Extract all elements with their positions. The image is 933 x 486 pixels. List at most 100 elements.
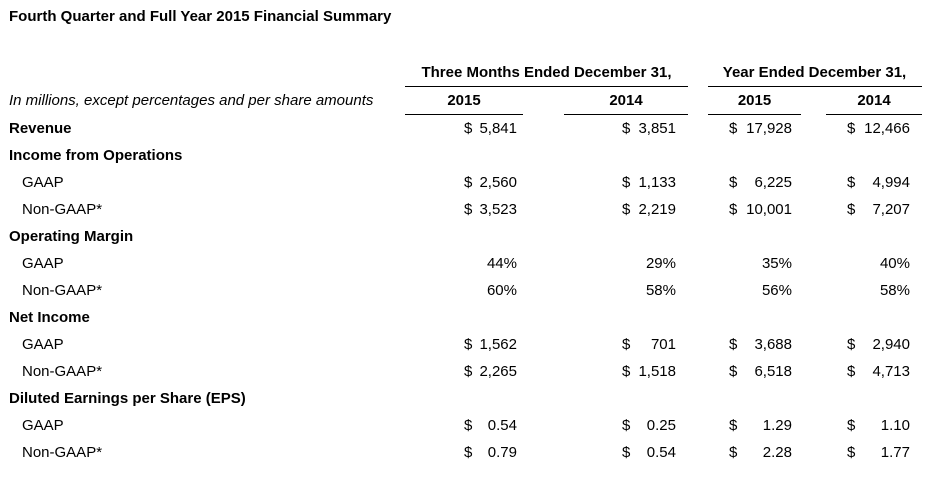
amount-value: 17,928 (746, 120, 792, 137)
year-period-header: Year Ended December 31, (722, 64, 907, 81)
currency-symbol: $ (464, 336, 473, 353)
table-row: Non-GAAP* $0.79 $0.54 $2.28 $1.77 (0, 441, 933, 468)
currency-symbol: $ (622, 201, 631, 218)
amount-value: 0.54 (487, 417, 517, 434)
currency-symbol: $ (622, 120, 631, 137)
row-label: GAAP (22, 336, 64, 353)
table-row: Income from Operations (0, 144, 933, 171)
table-row: Operating Margin (0, 225, 933, 252)
amount-value: 58% (879, 282, 910, 299)
row-label: GAAP (22, 174, 64, 191)
row-section-label: Revenue (9, 120, 72, 137)
currency-symbol: $ (464, 120, 473, 137)
table-row: Diluted Earnings per Share (EPS) (0, 387, 933, 414)
row-label: Non-GAAP* (22, 444, 103, 461)
amount-value: 2,219 (638, 201, 676, 218)
year-rule-fy-2014 (826, 114, 922, 115)
table-row: Net Income (0, 306, 933, 333)
amount-value: 4,994 (872, 174, 910, 191)
amount-value: 44% (486, 255, 517, 272)
amount-value: 40% (879, 255, 910, 272)
amount-value: 7,207 (872, 201, 910, 218)
amount-value: 56% (761, 282, 792, 299)
value-cell-q4-2014: $3,851 (622, 120, 676, 140)
currency-symbol: $ (729, 120, 738, 137)
value-cell-q4-2015: $0.79 (464, 444, 517, 464)
units-note: In millions, except percentages and per … (9, 92, 374, 109)
currency-symbol: $ (847, 174, 856, 191)
value-cell-fy-2014: $2,940 (847, 336, 910, 356)
year-rule-q4-2015 (405, 114, 523, 115)
year-header-rule (708, 86, 922, 87)
value-cell-fy-2015: 56% (729, 282, 792, 302)
value-cell-q4-2015: 44% (464, 255, 517, 275)
currency-symbol: $ (847, 120, 856, 137)
currency-symbol: $ (729, 174, 738, 191)
amount-value: 3,851 (638, 120, 676, 137)
year-header-q4-2015: 2015 (447, 92, 481, 109)
value-cell-fy-2014: $12,466 (847, 120, 910, 140)
value-cell-q4-2014: $2,219 (622, 201, 676, 221)
value-cell-fy-2015: $2.28 (729, 444, 792, 464)
three-months-period-header: Three Months Ended December 31, (421, 64, 672, 81)
value-cell-q4-2015: 60% (464, 282, 517, 302)
amount-value: 12,466 (864, 120, 910, 137)
table-row: Non-GAAP* $3,523 $2,219 $10,001 $7,207 (0, 198, 933, 225)
value-cell-fy-2015: $6,225 (729, 174, 792, 194)
currency-symbol: $ (622, 363, 631, 380)
row-label: Non-GAAP* (22, 363, 103, 380)
currency-symbol: $ (622, 174, 631, 191)
currency-symbol: $ (847, 363, 856, 380)
value-cell-fy-2014: $4,994 (847, 174, 910, 194)
amount-value: 2,560 (479, 174, 517, 191)
value-cell-q4-2014: 58% (622, 282, 676, 302)
year-rule-q4-2014 (564, 114, 688, 115)
value-cell-fy-2015: $10,001 (729, 201, 792, 221)
currency-symbol: $ (729, 336, 738, 353)
year-header-fy-2014: 2014 (857, 92, 891, 109)
table-row: GAAP 44% 29% 35% 40% (0, 252, 933, 279)
currency-symbol: $ (729, 417, 738, 434)
amount-value: 1,562 (479, 336, 517, 353)
currency-symbol: $ (847, 336, 856, 353)
value-cell-fy-2015: 35% (729, 255, 792, 275)
currency-symbol: $ (729, 363, 738, 380)
amount-value: 5,841 (479, 120, 517, 137)
amount-value: 1.29 (762, 417, 792, 434)
value-cell-fy-2015: $3,688 (729, 336, 792, 356)
currency-symbol: $ (464, 417, 473, 434)
value-cell-q4-2014: $1,133 (622, 174, 676, 194)
amount-value: 6,518 (754, 363, 792, 380)
row-section-label: Diluted Earnings per Share (EPS) (9, 390, 246, 407)
table-row: GAAP $1,562 $701 $3,688 $2,940 (0, 333, 933, 360)
summary-title: Fourth Quarter and Full Year 2015 Financ… (9, 8, 392, 25)
amount-value: 3,688 (754, 336, 792, 353)
amount-value: 60% (486, 282, 517, 299)
year-header-fy-2015: 2015 (737, 92, 772, 109)
currency-symbol: $ (847, 201, 856, 218)
row-section-label: Income from Operations (9, 147, 183, 164)
amount-value: 35% (761, 255, 792, 272)
amount-value: 2.28 (762, 444, 792, 461)
row-section-label: Operating Margin (9, 228, 134, 245)
value-cell-fy-2014: $7,207 (847, 201, 910, 221)
value-cell-fy-2015: $17,928 (729, 120, 792, 140)
table-row: Non-GAAP* $2,265 $1,518 $6,518 $4,713 (0, 360, 933, 387)
value-cell-q4-2015: $3,523 (464, 201, 517, 221)
table-row: Non-GAAP* 60% 58% 56% 58% (0, 279, 933, 306)
row-label: GAAP (22, 417, 64, 434)
value-cell-q4-2014: $1,518 (622, 363, 676, 383)
currency-symbol: $ (622, 417, 631, 434)
currency-symbol: $ (622, 336, 631, 353)
value-cell-fy-2014: 58% (847, 282, 910, 302)
currency-symbol: $ (729, 201, 738, 218)
year-rule-fy-2015 (708, 114, 801, 115)
table-row: GAAP $0.54 $0.25 $1.29 $1.10 (0, 414, 933, 441)
currency-symbol: $ (847, 444, 856, 461)
value-cell-q4-2015: $1,562 (464, 336, 517, 356)
row-section-label: Net Income (9, 309, 90, 326)
currency-symbol: $ (464, 363, 473, 380)
row-label: Non-GAAP* (22, 201, 103, 218)
amount-value: 1,133 (638, 174, 676, 191)
value-cell-fy-2014: 40% (847, 255, 910, 275)
